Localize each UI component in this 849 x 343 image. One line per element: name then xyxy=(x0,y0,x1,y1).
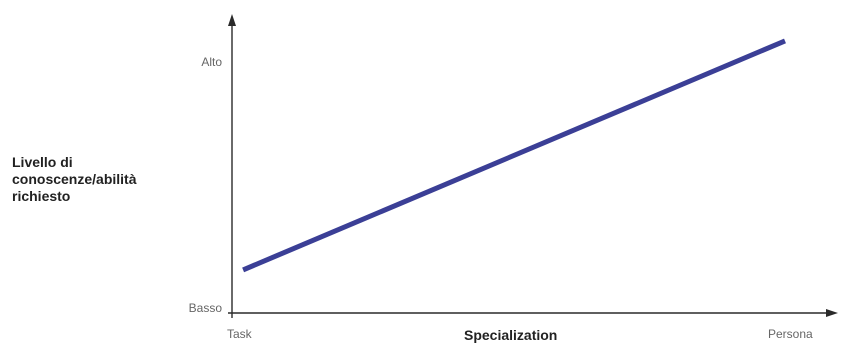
x-tick-label-end: Persona xyxy=(768,327,813,341)
y-axis-label-line-2: conoscenze/abilità xyxy=(12,171,137,187)
y-axis-label: Livello di conoscenze/abilità richiesto xyxy=(12,154,136,205)
series-layer xyxy=(242,38,786,273)
x-axis-arrow xyxy=(826,309,838,317)
x-tick-label-start: Task xyxy=(227,327,252,341)
y-axis-label-line-1: Livello di xyxy=(12,154,73,170)
y-axis-arrow xyxy=(228,14,236,26)
y-tick-label-high: Alto xyxy=(201,55,222,69)
y-axis-label-line-3: richiesto xyxy=(12,188,71,204)
y-tick-label-low: Basso xyxy=(188,301,222,315)
series-line-1 xyxy=(242,38,786,273)
x-axis-title: Specialization xyxy=(464,327,558,343)
